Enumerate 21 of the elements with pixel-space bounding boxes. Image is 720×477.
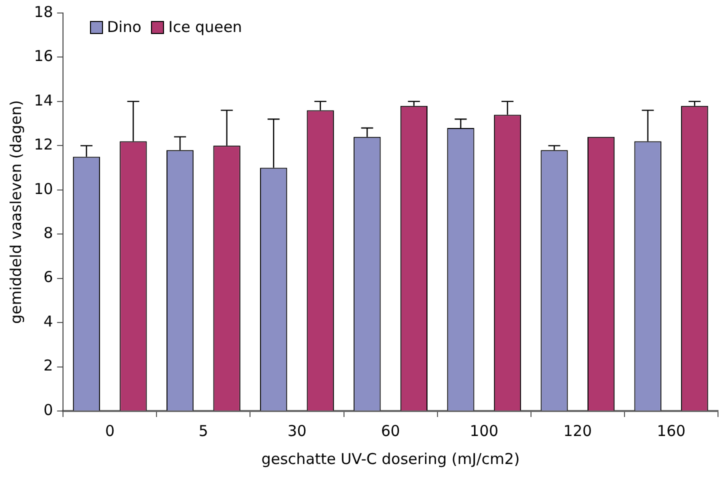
x-tick-label: 120 xyxy=(563,422,592,440)
x-tick-label: 5 xyxy=(198,422,208,440)
x-tick-label: 160 xyxy=(656,422,686,440)
y-axis-title: gemiddeld vaasleven (dagen) xyxy=(6,100,25,324)
x-tick-label: 0 xyxy=(105,422,115,440)
y-tick-label: 14 xyxy=(34,91,54,110)
y-tick-label: 2 xyxy=(44,356,54,375)
legend-label: Dino xyxy=(107,18,142,36)
y-tick-label: 18 xyxy=(34,2,54,21)
y-tick-label: 0 xyxy=(44,400,54,419)
x-tick-label: 100 xyxy=(470,422,498,440)
x-tick-label: 30 xyxy=(287,422,307,440)
y-tick-label: 16 xyxy=(34,47,54,66)
y-tick-label: 6 xyxy=(44,268,54,286)
y-tick-label: 4 xyxy=(44,312,54,330)
x-axis-title: geschatte UV-C dosering (mJ/cm2) xyxy=(261,450,520,468)
legend-label: Ice queen xyxy=(168,18,242,36)
y-tick-label: 8 xyxy=(44,224,54,242)
y-tick-label: 10 xyxy=(34,180,54,198)
y-tick-label: 12 xyxy=(34,136,54,154)
x-tick-label: 60 xyxy=(380,422,400,440)
